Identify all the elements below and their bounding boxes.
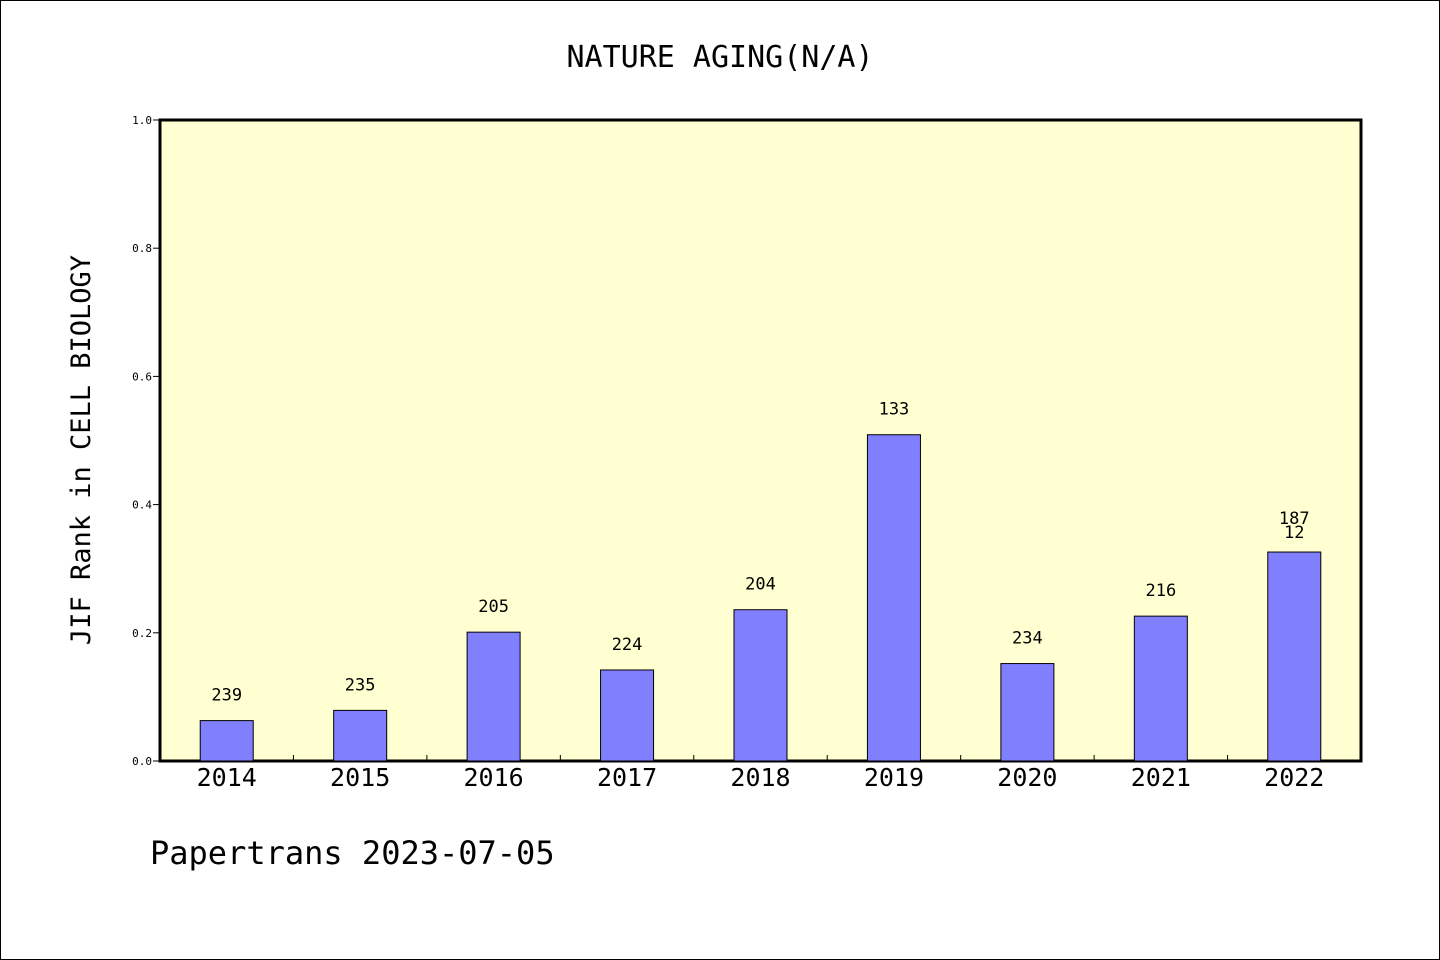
x-tick-label: 2019 <box>864 763 924 792</box>
chart-title: NATURE AGING(N/A) <box>566 40 873 75</box>
x-tick-label: 2016 <box>464 763 524 792</box>
bar <box>1000 663 1055 762</box>
y-tick-label: 0.2 <box>132 627 152 640</box>
x-axis-ticks: 2014 2015 2016 2017 2018 2019 2020 2021 2022 <box>197 755 1324 792</box>
bar <box>333 709 388 762</box>
bar-data-label: 235 <box>345 675 376 695</box>
y-tick-label: 1.0 <box>132 114 152 127</box>
footer-credit: Papertrans 2023-07-05 <box>150 834 555 872</box>
x-tick-label: 2015 <box>330 763 390 792</box>
y-tick-label: 0.8 <box>132 242 152 255</box>
bar <box>1133 615 1188 762</box>
bar <box>199 720 254 762</box>
bar-data-label: 216 <box>1145 581 1176 601</box>
bar-data-label: 133 <box>879 400 910 420</box>
x-tick-label: 2018 <box>730 763 790 792</box>
bar-data-label: 224 <box>612 635 643 655</box>
y-tick-label: 0.6 <box>132 370 152 383</box>
y-tick-label: 0.0 <box>132 755 152 768</box>
x-tick-label: 2017 <box>597 763 657 792</box>
bar <box>600 669 655 762</box>
x-tick-label: 2020 <box>997 763 1057 792</box>
y-tick-label: 0.4 <box>132 499 152 512</box>
bar <box>733 609 788 762</box>
bar-data-label: 204 <box>745 575 776 595</box>
bar-data-label: 239 <box>211 686 242 706</box>
bar-data-label: 187 <box>1279 509 1310 529</box>
bar-data-label: 234 <box>1012 629 1043 649</box>
x-tick-label: 2022 <box>1264 763 1324 792</box>
bar-data-label: 205 <box>478 597 509 617</box>
bar <box>1267 551 1322 762</box>
x-tick-label: 2014 <box>197 763 257 792</box>
bar-data-label: 12 <box>1284 523 1304 543</box>
y-axis-ticks: 0.0 0.2 0.4 0.6 0.8 1.0 <box>132 114 160 768</box>
bar <box>466 631 521 762</box>
x-tick-label: 2021 <box>1131 763 1191 792</box>
y-axis-label: JIF Rank in CELL BIOLOGY <box>66 255 97 645</box>
bar <box>866 434 921 762</box>
